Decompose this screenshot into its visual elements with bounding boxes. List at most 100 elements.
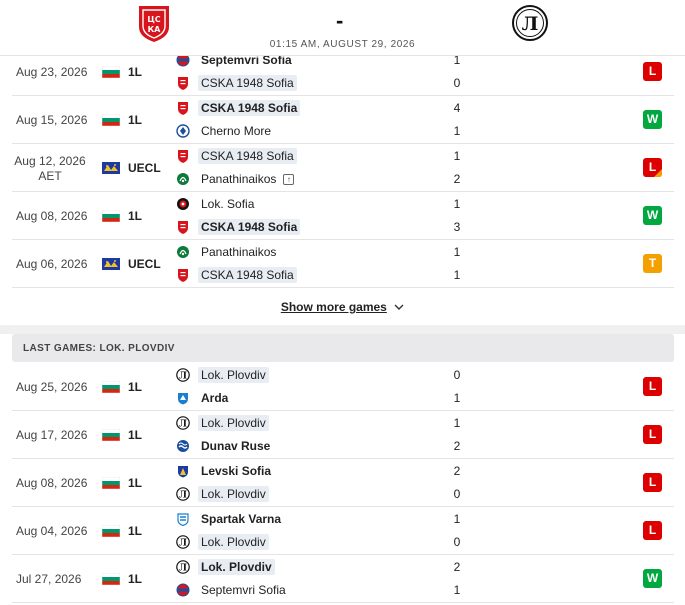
team-2[interactable]: Arda bbox=[176, 390, 231, 406]
show-more-label: Show more games bbox=[280, 300, 387, 314]
team-name: Panathinaikos bbox=[201, 172, 277, 186]
cska-1948-logo-icon bbox=[178, 221, 188, 234]
score-team-1: 1 bbox=[453, 245, 461, 259]
section-title: LAST GAMES: LOK. PLOVDIV bbox=[23, 343, 175, 354]
cska-1948-logo-icon bbox=[178, 269, 188, 282]
team-2[interactable]: Cherno More bbox=[176, 123, 274, 139]
lok-plovdiv-logo-icon: Л bbox=[176, 368, 190, 382]
score-team-1: 1 bbox=[453, 416, 461, 430]
result-letter: L bbox=[648, 523, 657, 537]
score-team-2: 0 bbox=[453, 487, 461, 501]
svg-text:Л: Л bbox=[179, 420, 187, 430]
team-2[interactable]: Dunav Ruse bbox=[176, 438, 273, 454]
team-1[interactable]: Lok. Sofia bbox=[176, 196, 257, 212]
match-row[interactable]: Aug 06, 2026 UECL Panathinaikos CSKA 1948 S… bbox=[12, 240, 674, 288]
bulgaria-flag-icon bbox=[102, 381, 120, 393]
score-team-2: 2 bbox=[453, 439, 461, 453]
match-row[interactable]: Aug 23, 2026 1 L Septemvri Sofia CSKA 1948 S… bbox=[12, 48, 674, 96]
team-name: Septemvri Sofia bbox=[201, 53, 292, 67]
result-badge: L bbox=[643, 62, 662, 81]
last-games-home-list: Aug 23, 2026 1L Septemvri Sofia CSKA 1948 S… bbox=[12, 48, 674, 288]
league-code: 1L bbox=[128, 572, 143, 586]
score-team-1: 2 bbox=[453, 464, 461, 478]
team-2[interactable]: Septemvri Sofia bbox=[176, 582, 289, 598]
match-row[interactable]: Aug 17, 2026 1L Л Lok. Plovdiv Dunav Ruse 1 2 L bbox=[12, 411, 674, 459]
league-code: UECL bbox=[128, 257, 161, 271]
team-name: CSKA 1948 Sofia bbox=[198, 75, 297, 91]
svg-text:Л: Л bbox=[179, 491, 187, 501]
team-name: Panathinaikos bbox=[201, 245, 277, 259]
lok-plovdiv-logo-icon[interactable]: Л bbox=[511, 3, 549, 43]
team-1[interactable]: Л Lok. Plovdiv bbox=[176, 559, 275, 575]
result-badge: W bbox=[643, 569, 662, 588]
result-letter: W bbox=[646, 208, 659, 222]
score-dash: - bbox=[336, 8, 344, 33]
match-datetime: 01:15 AM, AUGUST 29, 2026 bbox=[269, 39, 416, 50]
match-row[interactable]: Aug 15, 2026 1L CSKA 1948 Sofia Cherno More… bbox=[12, 96, 674, 144]
result-letter: L bbox=[648, 427, 657, 441]
score-team-2: 1 bbox=[453, 268, 461, 282]
team-2[interactable]: CSKA 1948 Sofia bbox=[176, 267, 297, 283]
league-code: 1L bbox=[128, 524, 143, 538]
bulgaria-flag-icon bbox=[102, 210, 120, 222]
septemvri-logo-icon bbox=[176, 583, 190, 597]
team-name: Arda bbox=[201, 391, 229, 405]
show-more-games-button[interactable]: Show more games bbox=[0, 300, 685, 314]
score-team-1: 0 bbox=[453, 368, 461, 382]
team-1[interactable]: Levski Sofia bbox=[176, 463, 274, 479]
team-name: CSKA 1948 Sofia bbox=[198, 267, 297, 283]
advanced-arrow-icon: ↑ bbox=[283, 173, 295, 185]
result-badge: L bbox=[643, 425, 662, 444]
match-row[interactable]: Aug 08, 2026 1L Lok. Sofia CSKA 1948 Sofia 1… bbox=[12, 192, 674, 240]
team-1[interactable]: Spartak Varna bbox=[176, 511, 284, 527]
match-extra-time: AET bbox=[38, 169, 62, 183]
team-2[interactable]: CSKA 1948 Sofia bbox=[176, 219, 301, 235]
team-2[interactable]: CSKA 1948 Sofia bbox=[176, 75, 297, 91]
team-1[interactable]: Л Lok. Plovdiv bbox=[176, 367, 269, 383]
spartak-varna-logo-icon bbox=[177, 513, 189, 526]
europe-flag-icon bbox=[102, 258, 120, 270]
team-1[interactable]: CSKA 1948 Sofia bbox=[176, 100, 301, 116]
match-date: Aug 04, 2026 bbox=[16, 524, 88, 538]
score-team-2: 3 bbox=[453, 220, 461, 234]
score-team-2: 0 bbox=[453, 535, 461, 549]
match-row[interactable]: Aug 12, 2026 AET UECL CSKA 1948 Sofia Panath… bbox=[12, 144, 674, 192]
penalty-corner-icon bbox=[654, 169, 662, 177]
score-team-1: 4 bbox=[453, 101, 461, 115]
team-1[interactable]: Panathinaikos bbox=[176, 244, 279, 260]
team-1[interactable]: CSKA 1948 Sofia bbox=[176, 148, 297, 164]
league-code: 1L bbox=[128, 113, 143, 127]
team-name: Lok. Plovdiv bbox=[198, 534, 269, 550]
section-header-away: LAST GAMES: LOK. PLOVDIV bbox=[12, 334, 674, 362]
team-1[interactable]: Л Lok. Plovdiv bbox=[176, 415, 269, 431]
score-team-2: 2 bbox=[453, 172, 461, 186]
team-name: Levski Sofia bbox=[201, 464, 272, 478]
match-row[interactable]: Aug 04, 2026 1L Spartak Varna Л Lok. Plovdiv… bbox=[12, 507, 674, 555]
score-team-1: 1 bbox=[453, 53, 461, 67]
match-row[interactable]: Aug 25, 2026 1L Л Lok. Plovdiv Arda 0 1 L bbox=[12, 363, 674, 411]
cska-1948-logo-icon[interactable]: ЦС КА bbox=[135, 3, 173, 43]
match-date: Aug 23, 2026 bbox=[16, 65, 88, 79]
league-code: 1L bbox=[128, 428, 143, 442]
bulgaria-flag-icon bbox=[102, 525, 120, 537]
team-name: Lok. Plovdiv bbox=[198, 486, 269, 502]
dunav-ruse-logo-icon bbox=[177, 440, 189, 452]
team-2[interactable]: Л Lok. Plovdiv bbox=[176, 534, 269, 550]
team-name: Lok. Sofia bbox=[201, 197, 255, 211]
match-row[interactable]: Jul 27, 2026 1L Л Lok. Plovdiv Septemvri Sof… bbox=[12, 555, 674, 603]
match-row[interactable]: Aug 08, 2026 1L Levski Sofia Л Lok. Plovdiv 2… bbox=[12, 459, 674, 507]
score-team-1: 2 bbox=[453, 560, 461, 574]
match-header: ЦС КА - Л 01:15 AM, AUGUST 29, 2026 bbox=[0, 0, 685, 56]
match-date: Aug 08, 2026 bbox=[16, 209, 88, 223]
match-date: Aug 08, 2026 bbox=[16, 476, 88, 490]
result-letter: L bbox=[648, 379, 657, 393]
league-code: 1L bbox=[128, 476, 143, 490]
bulgaria-flag-icon bbox=[102, 114, 120, 126]
lok-plovdiv-logo-icon: Л bbox=[176, 416, 190, 430]
team-2[interactable]: Panathinaikos ↑ bbox=[176, 171, 295, 187]
team-2[interactable]: Л Lok. Plovdiv bbox=[176, 486, 269, 502]
cska-1948-logo-icon bbox=[178, 77, 188, 90]
chevron-down-icon bbox=[394, 304, 404, 311]
lok-plovdiv-logo-icon: Л bbox=[176, 560, 190, 574]
result-badge: L bbox=[643, 158, 662, 177]
